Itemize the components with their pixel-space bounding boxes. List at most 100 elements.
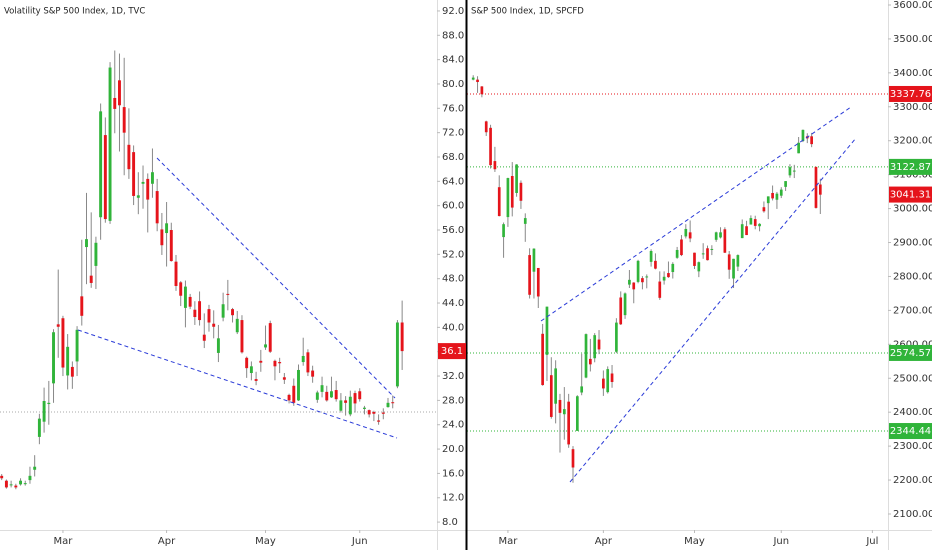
price-label-box: [889, 85, 932, 102]
y-tick-label: 3100.00: [893, 170, 932, 181]
x-tick-label: Jun: [351, 536, 368, 547]
price-label-box: [889, 186, 932, 203]
y-tick-label: 2900.00: [893, 238, 932, 249]
candle-body: [658, 281, 662, 298]
candle-body: [693, 252, 696, 266]
candle-body: [792, 170, 796, 172]
candle-body: [740, 224, 744, 239]
y-tick-label: 2800.00: [893, 271, 932, 282]
candle-body: [358, 391, 362, 400]
trend-line: [156, 157, 396, 399]
candle-body: [801, 129, 805, 142]
candle-body: [254, 379, 258, 381]
candle-body: [66, 346, 70, 376]
candle-body: [723, 229, 727, 253]
y-tick-label: 3500.00: [893, 34, 932, 45]
y-tick-label: 12.0: [442, 493, 464, 504]
candle-body: [216, 338, 220, 353]
candle-body: [662, 276, 666, 281]
chart-title: Volatility S&P 500 Index, 1D, TVC: [4, 7, 145, 17]
candle-body: [502, 224, 505, 238]
candle-body: [127, 144, 131, 170]
candle-body: [680, 239, 683, 256]
candle-body: [372, 411, 376, 414]
candle-body: [701, 253, 705, 255]
candle-body: [315, 392, 319, 400]
candle-body: [183, 286, 187, 308]
y-tick-label: 76.0: [442, 103, 464, 114]
candle-body: [391, 402, 395, 404]
candle-body: [4, 480, 8, 488]
candle-body: [480, 86, 484, 95]
candle-body: [575, 396, 579, 431]
price-label-box: [889, 344, 932, 361]
candle-body: [395, 322, 399, 387]
candle-body: [381, 412, 385, 414]
candle-body: [122, 107, 126, 133]
candle-body: [758, 223, 761, 227]
candle-body: [532, 248, 536, 272]
candle-body: [688, 232, 692, 239]
candle-body: [264, 344, 267, 348]
y-tick-label: 3400.00: [893, 68, 932, 79]
candle-body: [784, 181, 787, 187]
y-tick-label: 56.0: [442, 225, 464, 236]
x-tick-label: Mar: [54, 536, 74, 547]
candle-body: [273, 360, 277, 367]
y-tick-label: 80.0: [442, 79, 464, 90]
candle-body: [282, 377, 286, 380]
candle-body: [732, 258, 735, 279]
candle-body: [641, 278, 644, 283]
candle-body: [249, 366, 253, 374]
candle-body: [589, 358, 592, 365]
candle-body: [519, 182, 523, 201]
x-tick-label: May: [255, 536, 276, 547]
candle-body: [562, 409, 566, 415]
candle-body: [339, 400, 343, 411]
candle-body: [235, 318, 239, 333]
candle-body: [179, 282, 183, 296]
candle-body: [386, 402, 390, 408]
candle-body: [636, 260, 640, 282]
candle-body: [549, 375, 553, 417]
candle-body: [706, 248, 709, 261]
candle-body: [146, 178, 150, 200]
candle-body: [710, 248, 714, 250]
candle-body: [515, 164, 518, 193]
candle-body: [245, 357, 249, 369]
candle-body: [155, 191, 159, 224]
candle-body: [212, 323, 216, 327]
candle-body: [632, 282, 636, 290]
candle-body: [61, 318, 65, 368]
candle-body: [56, 324, 60, 327]
x-tick-label: Jul: [865, 536, 878, 547]
candle-body: [775, 193, 779, 200]
y-tick-label: 72.0: [442, 128, 464, 139]
candle-body: [193, 309, 197, 318]
candle-body: [697, 262, 701, 272]
trend-line: [77, 329, 398, 439]
x-tick-label: Mar: [498, 536, 518, 547]
candle-body: [645, 276, 649, 278]
candle-body: [174, 261, 178, 286]
candle-body: [727, 254, 731, 270]
candle-body: [541, 333, 544, 386]
candle-body: [70, 366, 74, 377]
candle-body: [523, 218, 527, 224]
candle-body: [814, 166, 818, 208]
candle-body: [306, 352, 310, 373]
candle-body: [259, 360, 263, 363]
y-tick-label: 68.0: [442, 152, 464, 163]
y-tick-label: 48.0: [442, 274, 464, 285]
y-tick-label: 28.0: [442, 395, 464, 406]
candle-body: [493, 161, 497, 170]
candle-body: [52, 332, 55, 384]
candle-body: [489, 127, 492, 166]
candle-body: [400, 322, 404, 352]
y-tick-label: 32.0: [442, 371, 464, 382]
candle-body: [141, 181, 145, 184]
price-label: 2574.57: [890, 348, 931, 359]
candle-body: [287, 394, 291, 401]
candle-body: [597, 339, 601, 350]
candle-body: [240, 320, 244, 353]
